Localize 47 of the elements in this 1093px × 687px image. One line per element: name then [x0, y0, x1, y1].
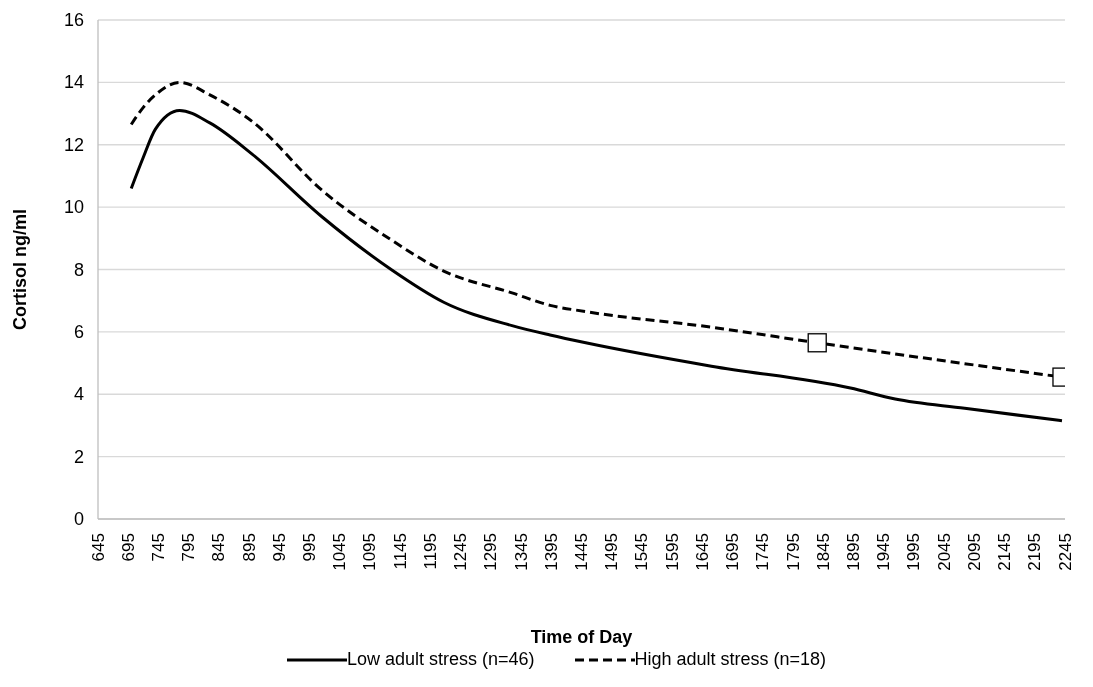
- x-tick-label: 1095: [360, 533, 380, 571]
- x-tick-label: 1795: [783, 533, 803, 571]
- x-tick-label: 1695: [723, 533, 743, 571]
- y-axis-title: Cortisol ng/ml: [10, 209, 31, 330]
- x-tick-label: 1245: [451, 533, 471, 571]
- x-tick-label: 2145: [995, 533, 1015, 571]
- y-tick-label: 6: [73, 321, 84, 342]
- x-tick-label: 2245: [1055, 533, 1075, 571]
- x-axis-title: Time of Day: [530, 627, 633, 647]
- x-tick-label: 895: [239, 533, 259, 562]
- x-tick-label: 845: [209, 533, 229, 562]
- x-tick-label: 1145: [390, 533, 410, 570]
- y-tick-label: 10: [63, 197, 84, 218]
- x-tick-label: 1745: [753, 533, 773, 571]
- x-tick-label: 1595: [662, 533, 682, 571]
- y-tick-label: 16: [63, 10, 84, 30]
- x-tick-label: 1995: [904, 533, 924, 571]
- x-tick-label: 1395: [541, 533, 561, 571]
- x-tick-label: 1895: [843, 533, 863, 571]
- x-tick-label: 1195: [420, 533, 440, 570]
- x-tick-label: 645: [88, 533, 108, 562]
- x-tick-label: 1845: [813, 533, 833, 571]
- y-tick-label: 4: [73, 384, 84, 405]
- x-tick-label: 1645: [692, 533, 712, 571]
- x-tick-label: 1345: [511, 533, 531, 571]
- x-tick-label: 1295: [481, 533, 501, 571]
- y-tick-label: 12: [63, 134, 84, 155]
- x-tick-label: 1945: [874, 533, 894, 571]
- y-tick-label: 8: [73, 259, 84, 280]
- x-tick-label: 695: [118, 533, 138, 562]
- x-tick-label: 995: [300, 533, 320, 562]
- x-tick-label: 745: [148, 533, 168, 562]
- legend-label: Low adult stress (n=46): [346, 649, 535, 670]
- x-tick-label: 795: [179, 533, 199, 562]
- x-tick-label: 2045: [934, 533, 954, 571]
- x-tick-label: 945: [269, 533, 289, 562]
- y-tick-label: 14: [63, 72, 84, 93]
- x-tick-label: 1445: [572, 533, 591, 571]
- x-tick-label: 1495: [602, 533, 622, 571]
- y-tick-label: 0: [73, 509, 84, 529]
- x-tick-label: 1545: [632, 533, 652, 571]
- legend-label: High adult stress (n=18): [634, 649, 827, 670]
- x-tick-label: 1045: [330, 533, 350, 571]
- line-series: [129, 108, 1064, 423]
- y-tick-label: 2: [73, 446, 84, 467]
- x-tick-label: 2095: [964, 533, 984, 571]
- x-tick-label: 2195: [1025, 533, 1045, 571]
